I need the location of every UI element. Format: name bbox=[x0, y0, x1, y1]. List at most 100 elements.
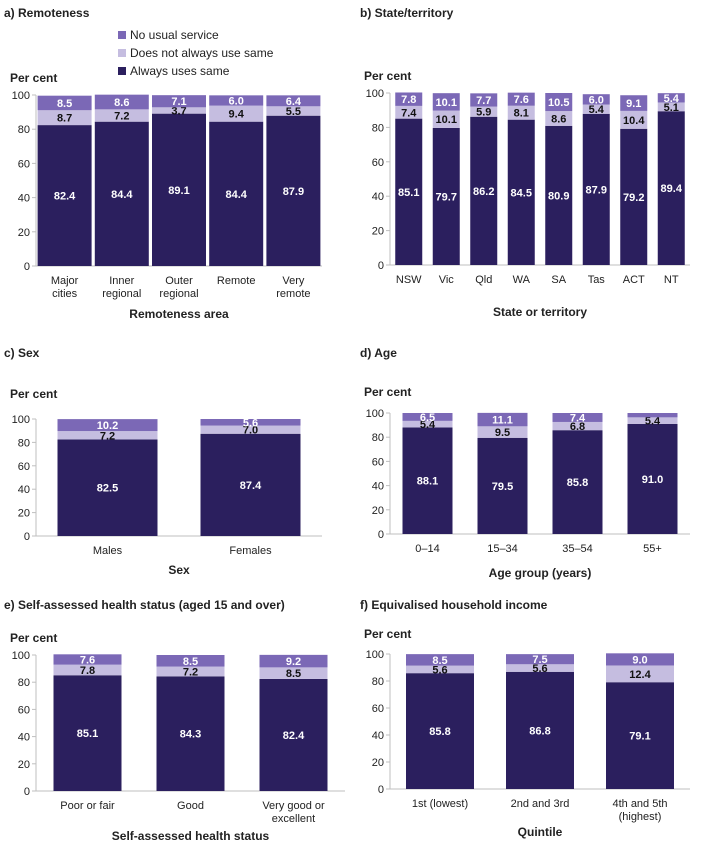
bar-segment-no-service bbox=[152, 95, 206, 108]
bar-segment-no-service bbox=[402, 413, 453, 421]
data-label: 7.5 bbox=[532, 654, 547, 666]
data-label: 8.5 bbox=[432, 655, 447, 667]
data-label: 10.1 bbox=[436, 97, 457, 109]
x-tick-label: excellent bbox=[272, 813, 315, 825]
y-axis-label: Per cent bbox=[10, 71, 57, 85]
bar-segment-not-always bbox=[266, 106, 321, 116]
x-tick-label: Good bbox=[177, 800, 204, 812]
data-label: 91.0 bbox=[642, 474, 663, 486]
data-label: 7.2 bbox=[114, 111, 129, 123]
chart-panel-f: f) Equivalised household income Per cent 0… bbox=[360, 598, 690, 839]
bar-segment-not-always bbox=[152, 107, 206, 114]
x-tick-label: Outer bbox=[165, 275, 193, 287]
y-tick-label: 40 bbox=[372, 730, 384, 742]
data-label: 82.4 bbox=[54, 191, 76, 203]
data-label: 89.1 bbox=[168, 185, 189, 197]
bar-segment-no-service bbox=[507, 92, 535, 106]
bar-segment-no-service bbox=[156, 655, 225, 667]
data-label: 7.4 bbox=[570, 412, 586, 424]
y-axis-label: Per cent bbox=[364, 69, 411, 83]
data-label: 12.4 bbox=[629, 669, 651, 681]
y-tick-label: 100 bbox=[12, 650, 30, 662]
y-axis-label: Per cent bbox=[364, 627, 411, 641]
bar-segment-no-service bbox=[259, 654, 328, 668]
data-label: 84.3 bbox=[180, 729, 201, 741]
data-label: 79.2 bbox=[623, 192, 644, 204]
bar-segment-not-always bbox=[432, 110, 460, 128]
data-label: 86.8 bbox=[529, 725, 550, 737]
y-tick-label: 20 bbox=[18, 227, 30, 239]
data-label: 7.6 bbox=[514, 94, 529, 106]
bar-segment-no-service bbox=[506, 654, 574, 665]
y-tick-label: 80 bbox=[18, 677, 30, 689]
bar-segment-always bbox=[627, 423, 678, 534]
bar-segment-not-always bbox=[545, 111, 573, 126]
data-label: 6.4 bbox=[286, 96, 302, 108]
x-tick-label: (highest) bbox=[619, 811, 662, 823]
bar-segment-always bbox=[94, 121, 149, 267]
legend-swatch-no-service bbox=[118, 31, 126, 39]
bar-segment-always bbox=[57, 439, 158, 536]
y-tick-label: 100 bbox=[12, 414, 30, 426]
bar-segment-not-always bbox=[156, 666, 225, 677]
bar-segment-always bbox=[477, 437, 528, 534]
legend-label: Does not always use same bbox=[130, 46, 274, 60]
x-tick-label: 15–34 bbox=[487, 543, 518, 555]
data-label: 5.6 bbox=[432, 664, 447, 676]
data-label: 79.7 bbox=[436, 191, 457, 203]
chart-panel-a: a) Remoteness Per cent 0 20 40 60 80 100 82.4 8.7… bbox=[4, 6, 322, 321]
data-label: 84.4 bbox=[111, 189, 133, 201]
x-tick-label: Poor or fair bbox=[60, 800, 115, 812]
x-axis-label: Age group (years) bbox=[489, 566, 592, 580]
y-tick-label: 100 bbox=[366, 408, 384, 420]
bar-segment-always bbox=[507, 119, 535, 265]
y-tick-label: 0 bbox=[24, 786, 30, 798]
y-tick-label: 20 bbox=[372, 226, 384, 238]
x-tick-label: Tas bbox=[588, 274, 606, 286]
x-tick-label: Males bbox=[93, 545, 123, 557]
bar-segment-no-service bbox=[406, 654, 474, 666]
chart-panel-c: c) Sex Per cent 0 20 40 60 80 100 82.5 7.210.2 Mal… bbox=[4, 346, 322, 577]
y-tick-label: 0 bbox=[378, 784, 384, 796]
data-label: 8.5 bbox=[57, 98, 72, 110]
y-tick-label: 20 bbox=[18, 759, 30, 771]
y-tick-label: 0 bbox=[24, 261, 30, 273]
x-tick-label: regional bbox=[159, 288, 198, 300]
chart-title: e) Self-assessed health status (aged 15 … bbox=[4, 598, 285, 612]
y-tick-label: 80 bbox=[372, 676, 384, 688]
y-tick-label: 100 bbox=[12, 90, 30, 102]
bar-segment-not-always bbox=[259, 667, 328, 679]
bar-segment-no-service bbox=[582, 94, 610, 105]
y-tick-label: 80 bbox=[372, 122, 384, 134]
data-label: 7.6 bbox=[80, 654, 95, 666]
bar-segment-no-service bbox=[395, 92, 423, 106]
bar-segment-not-always bbox=[627, 417, 678, 424]
x-axis-label: Remoteness area bbox=[129, 307, 229, 321]
bar-segment-no-service bbox=[606, 653, 674, 666]
data-label: 9.4 bbox=[229, 109, 245, 121]
data-label: 86.2 bbox=[473, 186, 494, 198]
bar-segment-always bbox=[506, 671, 574, 789]
bar-segment-no-service bbox=[470, 93, 498, 107]
bar-segment-not-always bbox=[620, 110, 648, 129]
data-label: 7.0 bbox=[243, 425, 258, 437]
chart-title: c) Sex bbox=[4, 346, 40, 360]
data-label: 7.2 bbox=[183, 666, 198, 678]
data-label: 87.4 bbox=[240, 480, 262, 492]
bar-segment-not-always bbox=[606, 665, 674, 683]
y-tick-label: 60 bbox=[372, 703, 384, 715]
data-label: 7.2 bbox=[100, 430, 115, 442]
bar-segment-not-always bbox=[582, 104, 610, 114]
bar-segment-not-always bbox=[209, 105, 264, 122]
data-label: 8.5 bbox=[183, 656, 198, 668]
data-label: 87.9 bbox=[586, 184, 607, 196]
data-label: 82.4 bbox=[283, 730, 305, 742]
bar-segment-always bbox=[406, 673, 474, 789]
data-label: 6.0 bbox=[589, 94, 604, 106]
data-label: 8.7 bbox=[57, 113, 72, 125]
x-tick-label: remote bbox=[276, 288, 310, 300]
bar-segment-always bbox=[200, 433, 301, 536]
bar-segment-no-service bbox=[545, 93, 573, 112]
chart-title: f) Equivalised household income bbox=[360, 598, 548, 612]
